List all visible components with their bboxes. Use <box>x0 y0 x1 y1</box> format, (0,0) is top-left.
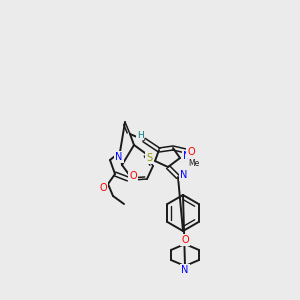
Text: O: O <box>187 147 195 157</box>
Text: O: O <box>181 235 189 245</box>
Text: O: O <box>129 171 137 181</box>
Text: H: H <box>136 130 143 140</box>
Text: N: N <box>180 170 188 180</box>
Text: N: N <box>183 151 191 161</box>
Text: N: N <box>115 152 123 162</box>
Text: S: S <box>146 153 152 163</box>
Text: N: N <box>181 265 189 275</box>
Text: Me: Me <box>188 158 200 167</box>
Text: O: O <box>99 183 107 193</box>
